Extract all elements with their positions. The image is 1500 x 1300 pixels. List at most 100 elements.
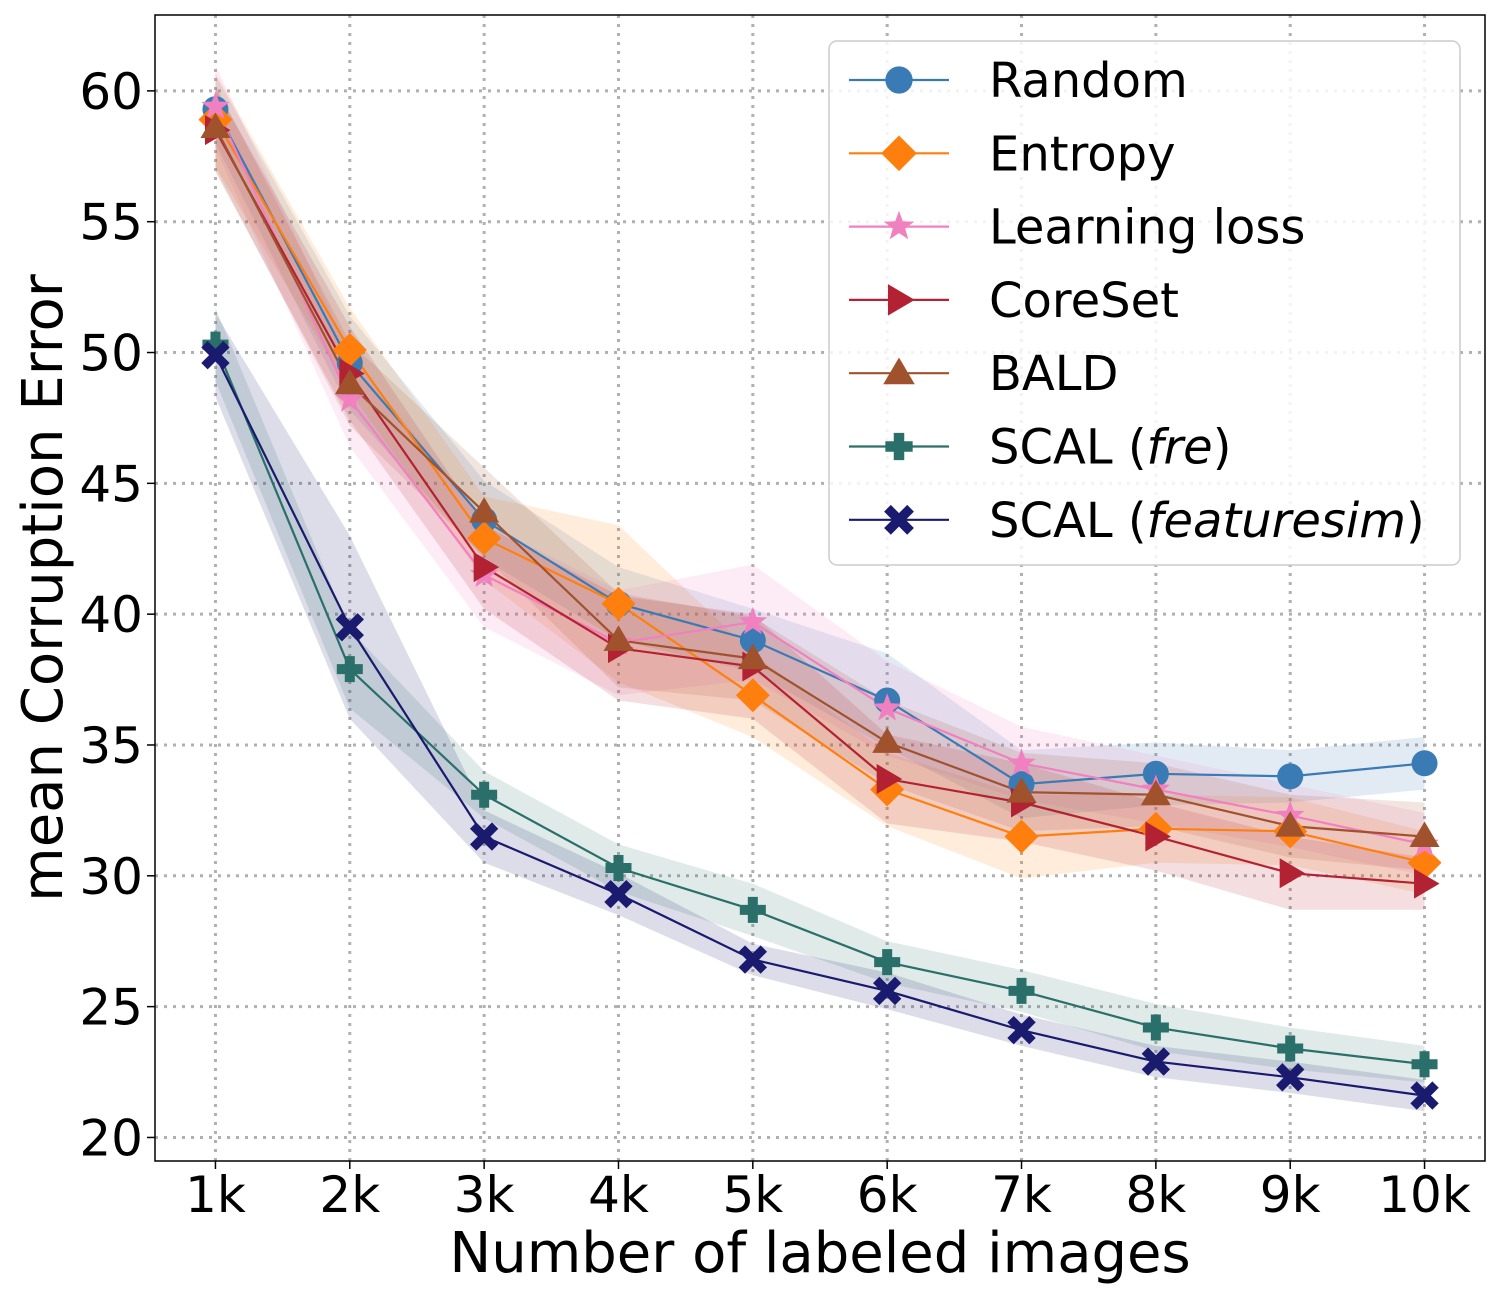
- y-tick-label: 35: [79, 717, 143, 775]
- point-bald: [1409, 821, 1440, 848]
- legend-item-bald: BALD: [849, 346, 1118, 402]
- point-random: [1142, 760, 1169, 787]
- point-bald: [1275, 811, 1306, 837]
- legend-label: BALD: [989, 346, 1118, 402]
- y-tick-label: 55: [79, 194, 143, 252]
- legend-label: SCAL (featuresim): [989, 493, 1425, 549]
- point-bald: [737, 643, 768, 670]
- legend-marker: [887, 284, 915, 316]
- x-tick-label: 10k: [1378, 1166, 1471, 1224]
- legend-item-random: Random: [849, 53, 1188, 109]
- series-lines: [214, 106, 1425, 1097]
- legend-marker: [883, 357, 915, 385]
- y-tick-label: 40: [79, 586, 143, 644]
- x-tick-label: 6k: [857, 1166, 918, 1224]
- legend-item-coreset: CoreSet: [849, 273, 1179, 329]
- point-learning-loss: [1007, 748, 1036, 776]
- legend-label: SCAL (fre): [989, 420, 1231, 476]
- band-entropy: [215, 72, 1425, 895]
- band-learning-loss: [215, 64, 1425, 876]
- x-axis-title: Number of labeled images: [449, 1221, 1190, 1286]
- point-learning-loss: [738, 607, 768, 635]
- point-scal-fre: [605, 854, 632, 881]
- y-tick-label: 50: [79, 325, 143, 383]
- band-scal-fre: [215, 308, 1425, 1083]
- legend-marker: [881, 135, 917, 172]
- plot-frame: [154, 14, 1486, 1162]
- point-coreset: [1279, 858, 1306, 889]
- legend-label: Entropy: [989, 126, 1176, 182]
- x-tick-label: 3k: [454, 1166, 515, 1224]
- point-random: [1277, 763, 1304, 790]
- point-scal-featuresim: [1141, 1047, 1171, 1076]
- point-coreset: [473, 552, 500, 583]
- x-tick-label: 2k: [319, 1166, 380, 1224]
- point-bald: [469, 497, 500, 523]
- y-tick-label: 25: [79, 979, 143, 1037]
- point-coreset: [1145, 821, 1171, 852]
- point-bald: [1006, 777, 1037, 803]
- point-scal-fre: [1277, 1035, 1304, 1062]
- point-scal-fre: [739, 896, 766, 923]
- x-tick-label: 4k: [588, 1166, 649, 1224]
- point-bald: [334, 368, 365, 395]
- legend-marker: [884, 504, 914, 535]
- legend-marker: [884, 210, 914, 240]
- point-bald: [603, 625, 634, 651]
- point-random: [739, 627, 766, 654]
- point-scal-fre: [874, 949, 901, 976]
- point-scal-featuresim: [201, 340, 230, 370]
- point-scal-featuresim: [1276, 1063, 1305, 1092]
- point-bald: [1140, 779, 1171, 806]
- y-tick-label: 45: [79, 455, 143, 513]
- point-scal-fre: [202, 331, 229, 358]
- x-tick-label: 8k: [1125, 1166, 1186, 1224]
- legend-marker: [885, 66, 913, 94]
- point-scal-featuresim: [738, 945, 768, 974]
- y-axis-title: mean Corruption Error: [11, 273, 76, 902]
- point-coreset: [876, 764, 903, 794]
- x-tick-label: 7k: [991, 1166, 1052, 1224]
- y-tick-label: 20: [79, 1109, 143, 1167]
- point-scal-fre: [1411, 1051, 1438, 1078]
- point-random: [1411, 750, 1438, 777]
- x-tick-label: 9k: [1260, 1166, 1321, 1224]
- legend-item-scal-featuresim: SCAL (featuresim): [849, 493, 1425, 549]
- line-coreset: [214, 129, 1425, 885]
- series-markers: [198, 91, 1442, 1110]
- point-entropy: [467, 521, 502, 556]
- point-entropy: [601, 586, 636, 621]
- legend-label: Random: [989, 53, 1188, 109]
- line-scal-featuresim: [214, 354, 1425, 1097]
- legend-label: Learning loss: [989, 200, 1305, 256]
- y-tick-label: 30: [79, 848, 143, 906]
- x-axis-ticks: 1k 2k 3k 4k 5k 6k 7k 8k 9k 10k: [185, 1161, 1471, 1224]
- point-scal-fre: [1008, 977, 1035, 1004]
- line-bald: [214, 126, 1425, 838]
- point-scal-featuresim: [604, 879, 633, 909]
- line-random: [214, 108, 1425, 786]
- legend: Random Entropy Learning loss CoreSet BALD SCA…: [828, 40, 1461, 566]
- point-entropy: [332, 332, 367, 367]
- point-scal-fre: [1142, 1014, 1169, 1041]
- point-learning-loss: [335, 384, 365, 412]
- point-scal-featuresim: [1410, 1081, 1439, 1110]
- point-learning-loss: [872, 693, 902, 721]
- legend-item-entropy: Entropy: [849, 126, 1176, 182]
- point-scal-fre: [336, 656, 363, 683]
- x-tick-label: 1k: [185, 1166, 246, 1224]
- legend-label: CoreSet: [989, 273, 1179, 329]
- legend-box: [828, 40, 1461, 566]
- point-learning-loss: [201, 91, 230, 119]
- y-axis-ticks: 20 25 30 35 40 45 50 55 60: [79, 63, 155, 1167]
- legend-item-scal-fre: SCAL (fre): [849, 420, 1231, 476]
- point-bald: [872, 727, 903, 753]
- line-entropy: [214, 119, 1425, 864]
- line-learning-loss: [214, 106, 1425, 846]
- point-entropy: [735, 678, 770, 713]
- band-bald: [215, 85, 1425, 871]
- point-scal-featuresim: [1007, 1015, 1036, 1045]
- point-bald: [200, 112, 231, 139]
- legend-item-learning-loss: Learning loss: [849, 200, 1305, 256]
